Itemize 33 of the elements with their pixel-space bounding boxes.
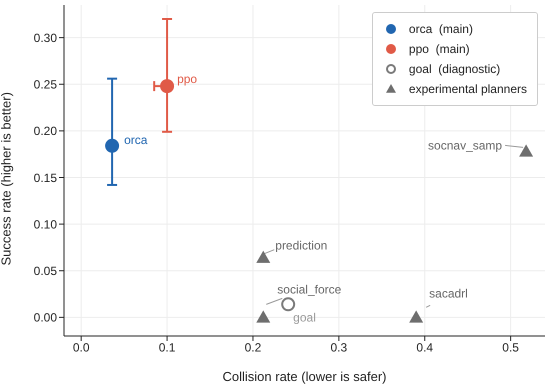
- x-tick-label: 0.2: [244, 340, 262, 355]
- point: [519, 144, 534, 157]
- legend-label: experimental planners: [408, 82, 527, 96]
- y-tick-label: 0.20: [34, 124, 58, 138]
- x-tick-label: 0.4: [416, 340, 434, 355]
- y-tick-label: 0.00: [34, 310, 58, 325]
- point: [409, 310, 424, 323]
- point: [256, 250, 270, 263]
- y-tick-label: 0.15: [34, 170, 58, 185]
- legend-label: goal (diagnostic): [408, 62, 500, 76]
- annotation: goal: [293, 310, 316, 324]
- point: [256, 310, 270, 323]
- legend-label: ppo (main): [408, 42, 470, 56]
- y-tick-label: 0.10: [34, 217, 58, 232]
- legend-label: orca (main): [408, 22, 473, 36]
- annotation: socnav_samp: [428, 138, 502, 152]
- x-tick-label: 0.1: [158, 340, 176, 355]
- point: [281, 297, 296, 312]
- point: [160, 79, 174, 94]
- annotation: sacadrl: [429, 286, 468, 300]
- y-tick-label: 0.30: [34, 30, 58, 45]
- annotation: ppo: [177, 72, 198, 86]
- y-tick-label: 0.05: [34, 264, 58, 278]
- point: [105, 138, 120, 153]
- y-tick-label: 0.25: [34, 78, 58, 92]
- x-tick-label: 0.5: [502, 340, 520, 355]
- y-axis-title: Success rate (higher is better): [0, 92, 14, 266]
- x-tick-label: 0.0: [72, 340, 90, 355]
- x-axis-title: Collision rate (lower is safer): [222, 369, 386, 384]
- annotation: social_force: [277, 282, 342, 296]
- annotation: orca: [124, 132, 148, 147]
- annotation: prediction: [275, 238, 328, 253]
- x-tick-label: 0.3: [330, 340, 348, 355]
